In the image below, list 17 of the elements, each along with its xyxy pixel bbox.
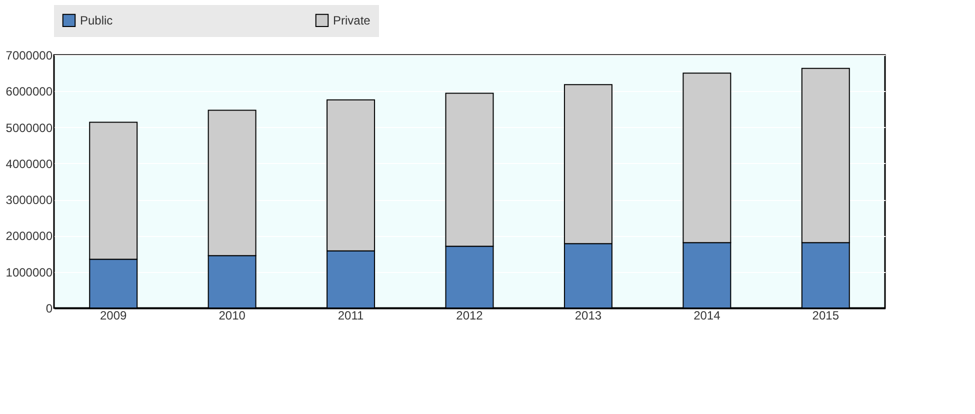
x-tick-label: 2009 <box>100 308 128 322</box>
x-tick-label: 2013 <box>574 308 602 322</box>
y-tick-label: 0 <box>46 302 53 316</box>
x-tick-label: 2011 <box>338 308 364 322</box>
x-tick-label: 2014 <box>694 308 721 322</box>
y-tick-label: 3000000 <box>6 193 53 208</box>
y-tick-label: 4000000 <box>6 156 53 171</box>
x-tick-label: 2012 <box>456 308 484 322</box>
legend-label: Private <box>333 13 371 28</box>
x-tick-label: 2010 <box>218 308 246 322</box>
y-tick-label: 6000000 <box>6 84 53 99</box>
y-tick-label: 1000000 <box>6 265 53 280</box>
x-tick-label: 2015 <box>812 308 840 322</box>
y-tick-label: 5000000 <box>6 120 53 135</box>
y-tick-label: 2000000 <box>6 229 53 244</box>
legend-label: Public <box>80 13 113 28</box>
y-tick-label: 7000000 <box>6 48 53 62</box>
